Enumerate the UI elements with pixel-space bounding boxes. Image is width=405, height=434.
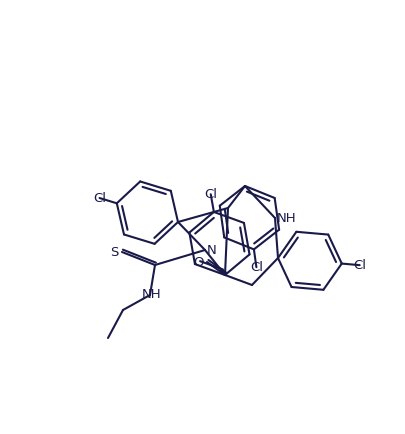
Text: O: O	[194, 256, 204, 269]
Text: Cl: Cl	[250, 261, 263, 274]
Text: S: S	[110, 246, 118, 259]
Text: N: N	[207, 244, 217, 257]
Text: NH: NH	[142, 289, 162, 302]
Text: NH: NH	[277, 213, 297, 226]
Text: Cl: Cl	[204, 188, 217, 201]
Text: Cl: Cl	[93, 191, 106, 204]
Text: Cl: Cl	[353, 259, 366, 272]
